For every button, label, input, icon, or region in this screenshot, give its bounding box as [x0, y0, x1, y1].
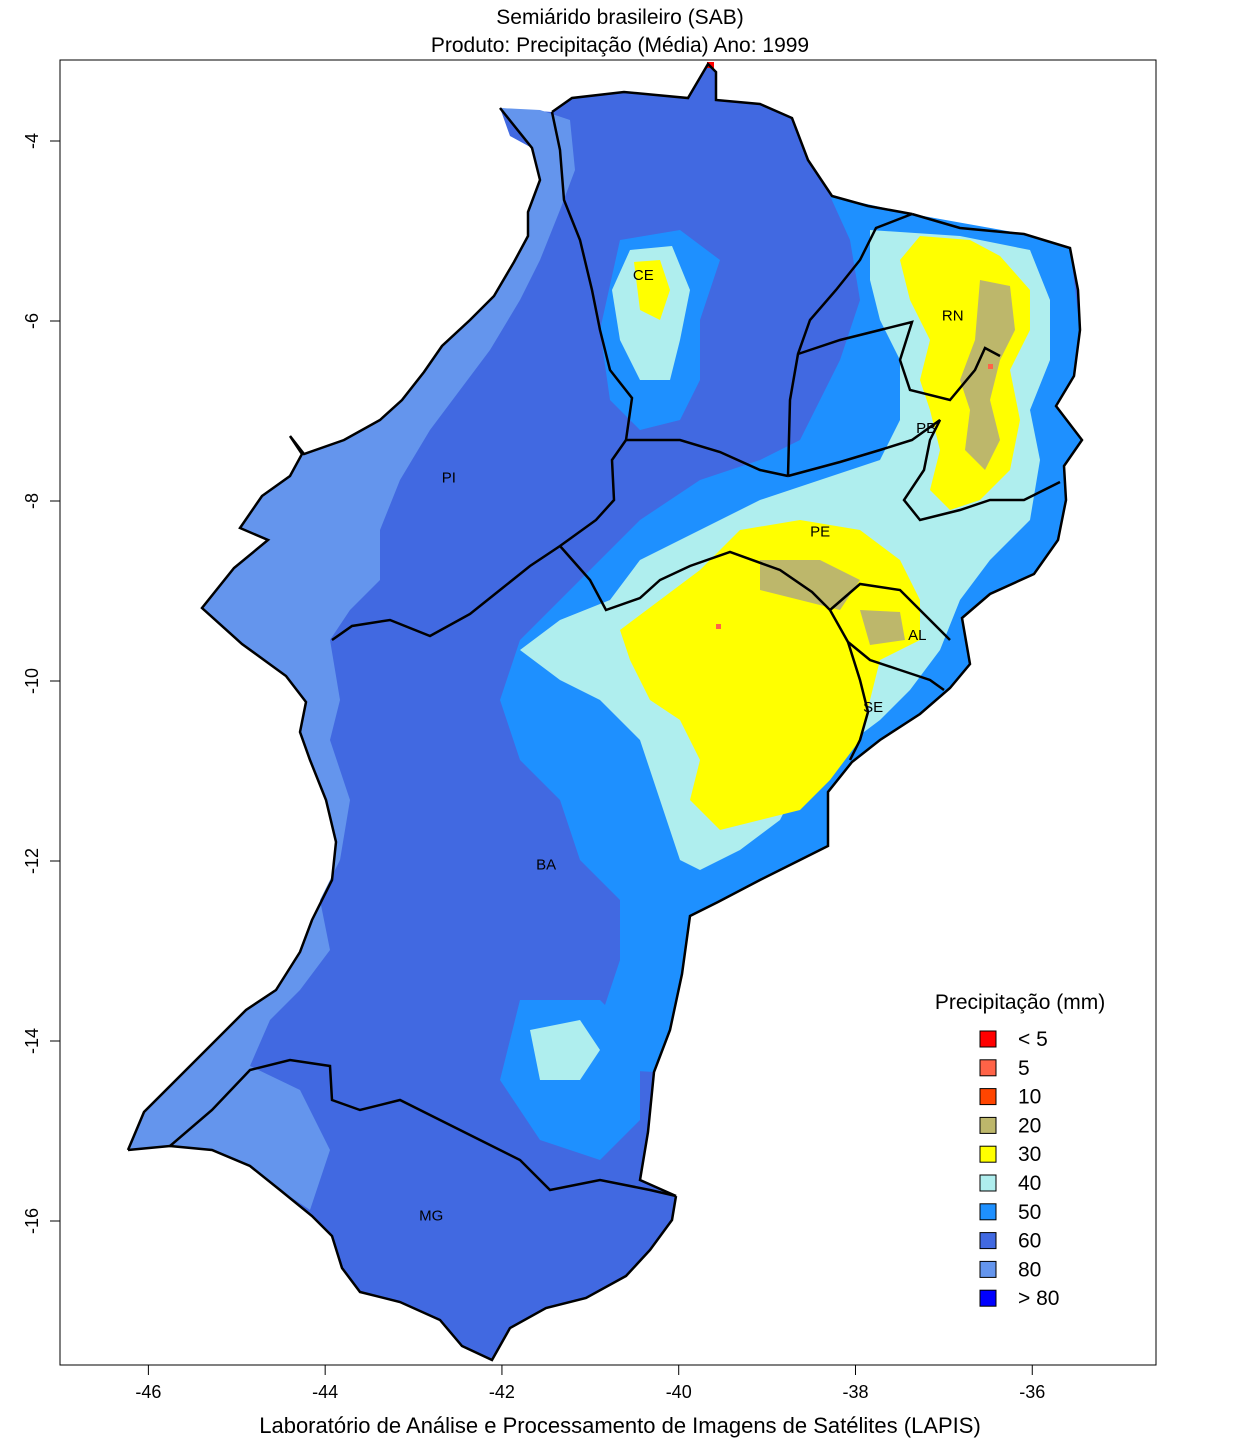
class-5-spot-pb: [988, 364, 993, 369]
legend-swatch: [979, 1174, 997, 1192]
legend-swatch: [979, 1289, 997, 1307]
class-5-spot-ba: [716, 624, 721, 629]
x-tick-label: -38: [842, 1382, 868, 1402]
border-ba-se: [846, 641, 870, 761]
state-label-rn: RN: [942, 307, 964, 324]
legend-swatch: [979, 1145, 997, 1163]
x-tick-label: -44: [312, 1382, 338, 1402]
legend-label: 60: [1018, 1230, 1041, 1253]
state-label-ba: BA: [536, 856, 556, 873]
state-labels: CE RN PB PI PE AL SE BA MG: [419, 267, 963, 1225]
y-tick-label: -10: [22, 668, 42, 694]
state-label-pi: PI: [442, 469, 456, 486]
legend-label: 40: [1018, 1172, 1041, 1195]
state-label-ce: CE: [633, 267, 654, 284]
state-label-al: AL: [908, 627, 926, 644]
x-tick-label: -40: [666, 1382, 692, 1402]
legend-label: > 80: [1018, 1287, 1059, 1310]
state-borders: [126, 61, 1084, 1362]
state-label-mg: MG: [419, 1207, 443, 1224]
x-tick-label: -46: [135, 1382, 161, 1402]
legend-swatch: [979, 1088, 997, 1106]
y-tick-label: -16: [22, 1208, 42, 1234]
class-40-south: [530, 1020, 600, 1080]
legend-swatch: [979, 1203, 997, 1221]
legend: Precipitação (mm) < 5 5 10 20 30 40 50 60 80 > 80: [935, 991, 1105, 1310]
x-axis: -46 -44 -42 -40 -38 -36: [135, 1364, 1045, 1402]
border-ce-pe: [626, 438, 789, 478]
border-pe-ba: [559, 545, 831, 612]
legend-swatch: [979, 1260, 997, 1278]
legend-label: 20: [1018, 1114, 1041, 1137]
border-pb-pe: [787, 418, 1061, 522]
border-ce-rn-pb: [786, 212, 913, 477]
legend-label: < 5: [1018, 1028, 1048, 1051]
legend-swatch: [979, 1232, 997, 1250]
legend-swatch: [979, 1030, 997, 1048]
y-tick-label: -8: [22, 493, 42, 509]
border-east-coast: [638, 212, 1084, 1198]
state-label-pb: PB: [916, 420, 936, 437]
border-al-se: [828, 609, 945, 692]
x-tick-label: -42: [489, 1382, 515, 1402]
credit-footer: Laboratório de Análise e Processamento d…: [259, 1413, 981, 1438]
x-tick-label: -36: [1019, 1382, 1045, 1402]
class-30-ceara: [634, 260, 670, 320]
y-axis: -4 -6 -8 -10 -12 -14 -16: [22, 133, 61, 1234]
border-rn-pb: [797, 320, 1001, 402]
legend-title: Precipitação (mm): [935, 991, 1105, 1014]
border-pi-ba-pe: [331, 439, 628, 642]
legend-label: 10: [1018, 1086, 1041, 1109]
class-20-al: [860, 610, 905, 645]
legend-label: 5: [1018, 1057, 1030, 1080]
state-label-se: SE: [863, 699, 883, 716]
y-tick-label: -12: [22, 848, 42, 874]
border-ba-mg: [169, 1058, 677, 1198]
border-outer: [551, 61, 913, 216]
map-title: Semiárido brasileiro (SAB): [496, 6, 744, 29]
precipitation-field: [128, 62, 1082, 1360]
border-ce-pi: [550, 111, 634, 441]
border-mg-south: [127, 1144, 678, 1362]
border-pi-west: [126, 107, 542, 1151]
y-tick-label: -14: [22, 1028, 42, 1054]
class-80-west: [128, 108, 575, 1210]
state-label-pe: PE: [810, 523, 830, 540]
legend-label: 80: [1018, 1258, 1041, 1281]
class-20-rn-pb: [960, 280, 1015, 470]
border-pe-al: [829, 582, 951, 641]
legend-label: 30: [1018, 1143, 1041, 1166]
map-subtitle: Produto: Precipitação (Média) Ano: 1999: [430, 34, 810, 57]
legend-label: 50: [1018, 1201, 1041, 1224]
legend-swatch: [979, 1116, 997, 1134]
legend-swatch: [979, 1059, 997, 1077]
y-tick-label: -4: [22, 133, 42, 149]
y-tick-label: -6: [22, 313, 42, 329]
